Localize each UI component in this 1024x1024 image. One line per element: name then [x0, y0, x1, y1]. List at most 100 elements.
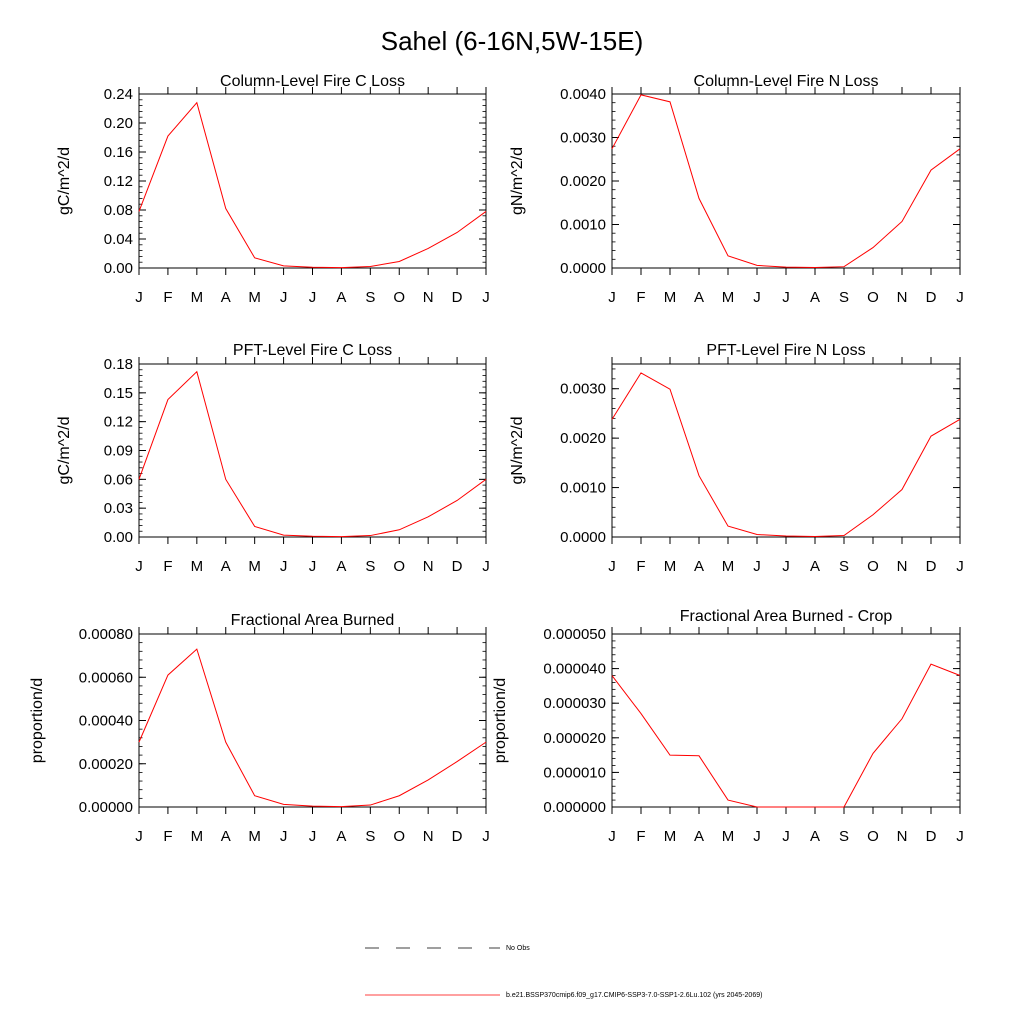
x-tick-label: D	[926, 828, 937, 845]
x-tick-label: D	[452, 828, 463, 845]
figure-title: Sahel (6-16N,5W-15E)	[381, 26, 644, 56]
legend: No Obs b.e21.BSSP370cmip6.f09_g17.CMIP6-…	[365, 945, 762, 999]
y-tick-label: 0.000040	[543, 661, 606, 678]
plot-frame	[138, 633, 487, 808]
x-tick-label: M	[722, 289, 735, 306]
x-tick-label: S	[839, 828, 849, 845]
x-tick-label: S	[839, 289, 849, 306]
panel-1: Column-Level Fire N Loss gN/m^2/d 0.0000 0.…	[509, 73, 964, 306]
y-tick-label: 0.09	[104, 443, 133, 460]
x-tick-label: M	[722, 558, 735, 575]
x-tick-label: M	[191, 828, 204, 845]
x-tick-label: N	[423, 289, 434, 306]
x-tick-label: A	[221, 289, 231, 306]
panel-4: Fractional Area Burned proportion/d 0.0000…	[29, 612, 490, 845]
panel-title: Column-Level Fire N Loss	[694, 73, 879, 90]
y-tick-label: 0.04	[104, 231, 133, 248]
x-tick-label: A	[694, 828, 704, 845]
plot-frame	[138, 93, 487, 269]
x-tick-label: A	[810, 289, 820, 306]
plot-frame	[611, 93, 961, 269]
y-tick-label: 0.00060	[79, 669, 133, 686]
x-tick-label: O	[393, 828, 405, 845]
y-tick-label: 0.12	[104, 173, 133, 190]
x-tick-label: A	[336, 289, 346, 306]
x-tick-label: M	[248, 289, 261, 306]
y-tick-label: 0.00	[104, 260, 133, 277]
y-axis-label: gC/m^2/d	[56, 147, 73, 215]
x-tick-label: D	[926, 558, 937, 575]
panel-3: PFT-Level Fire N Loss gN/m^2/d 0.0000 0.001…	[509, 342, 964, 575]
x-tick-label: O	[867, 828, 879, 845]
y-tick-label: 0.0010	[560, 480, 606, 497]
y-tick-label: 0.0010	[560, 217, 606, 234]
panels: Column-Level Fire C Loss gC/m^2/d 0.00 0.04…	[29, 73, 964, 845]
panel-title: PFT-Level Fire N Loss	[706, 342, 865, 359]
x-tick-label: D	[926, 289, 937, 306]
plot-frame	[611, 363, 961, 538]
y-tick-label: 0.0020	[560, 430, 606, 447]
x-tick-label: S	[365, 558, 375, 575]
y-tick-label: 0.16	[104, 144, 133, 161]
panel-2: PFT-Level Fire C Loss gC/m^2/d 0.00 0.03 0.0…	[56, 342, 490, 575]
y-tick-label: 0.0000	[560, 529, 606, 546]
plot-frame	[138, 363, 487, 538]
x-tick-label: D	[452, 558, 463, 575]
y-tick-label: 0.000020	[543, 730, 606, 747]
x-tick-label: M	[191, 558, 204, 575]
x-tick-label: A	[810, 828, 820, 845]
y-tick-label: 0.00	[104, 529, 133, 546]
x-tick-label: A	[221, 558, 231, 575]
x-tick-label: A	[810, 558, 820, 575]
x-tick-label: J	[482, 289, 490, 306]
x-tick-label: M	[722, 828, 735, 845]
x-tick-label: J	[782, 828, 790, 845]
x-tick-label: O	[393, 289, 405, 306]
y-tick-label: 0.000030	[543, 695, 606, 712]
y-tick-label: 0.18	[104, 356, 133, 373]
panel-title: Column-Level Fire C Loss	[220, 73, 405, 90]
x-tick-label: O	[393, 558, 405, 575]
y-tick-label: 0.0030	[560, 130, 606, 147]
series-line	[138, 370, 487, 538]
x-tick-label: J	[956, 828, 964, 845]
y-tick-label: 0.15	[104, 385, 133, 402]
x-tick-label: J	[782, 558, 790, 575]
series-line	[611, 663, 961, 808]
x-tick-label: F	[636, 828, 645, 845]
x-tick-label: F	[636, 289, 645, 306]
y-tick-label: 0.00080	[79, 626, 133, 643]
x-tick-label: J	[782, 289, 790, 306]
y-tick-label: 0.000000	[543, 799, 606, 816]
panel-title: Fractional Area Burned - Crop	[680, 608, 893, 625]
y-axis-label: proportion/d	[492, 678, 509, 763]
x-tick-label: J	[956, 289, 964, 306]
x-tick-label: S	[839, 558, 849, 575]
x-tick-label: D	[452, 289, 463, 306]
x-tick-label: J	[753, 289, 761, 306]
x-tick-label: A	[694, 289, 704, 306]
x-tick-label: M	[664, 289, 677, 306]
x-tick-label: N	[423, 558, 434, 575]
x-tick-label: A	[336, 558, 346, 575]
x-tick-label: N	[897, 828, 908, 845]
x-tick-label: J	[753, 828, 761, 845]
x-tick-label: J	[482, 558, 490, 575]
x-tick-label: S	[365, 828, 375, 845]
x-tick-label: J	[608, 558, 616, 575]
legend-label-model: b.e21.BSSP370cmip6.f09_g17.CMIP6-SSP3-7.…	[506, 992, 762, 999]
y-tick-label: 0.000010	[543, 764, 606, 781]
x-tick-label: J	[482, 828, 490, 845]
y-tick-label: 0.08	[104, 202, 133, 219]
x-tick-label: M	[191, 289, 204, 306]
y-tick-label: 0.20	[104, 115, 133, 132]
x-tick-label: J	[280, 558, 288, 575]
x-tick-label: J	[753, 558, 761, 575]
y-tick-label: 0.00020	[79, 756, 133, 773]
y-tick-label: 0.12	[104, 414, 133, 431]
x-tick-label: M	[664, 558, 677, 575]
x-tick-label: O	[867, 289, 879, 306]
x-tick-label: J	[956, 558, 964, 575]
x-tick-label: A	[221, 828, 231, 845]
